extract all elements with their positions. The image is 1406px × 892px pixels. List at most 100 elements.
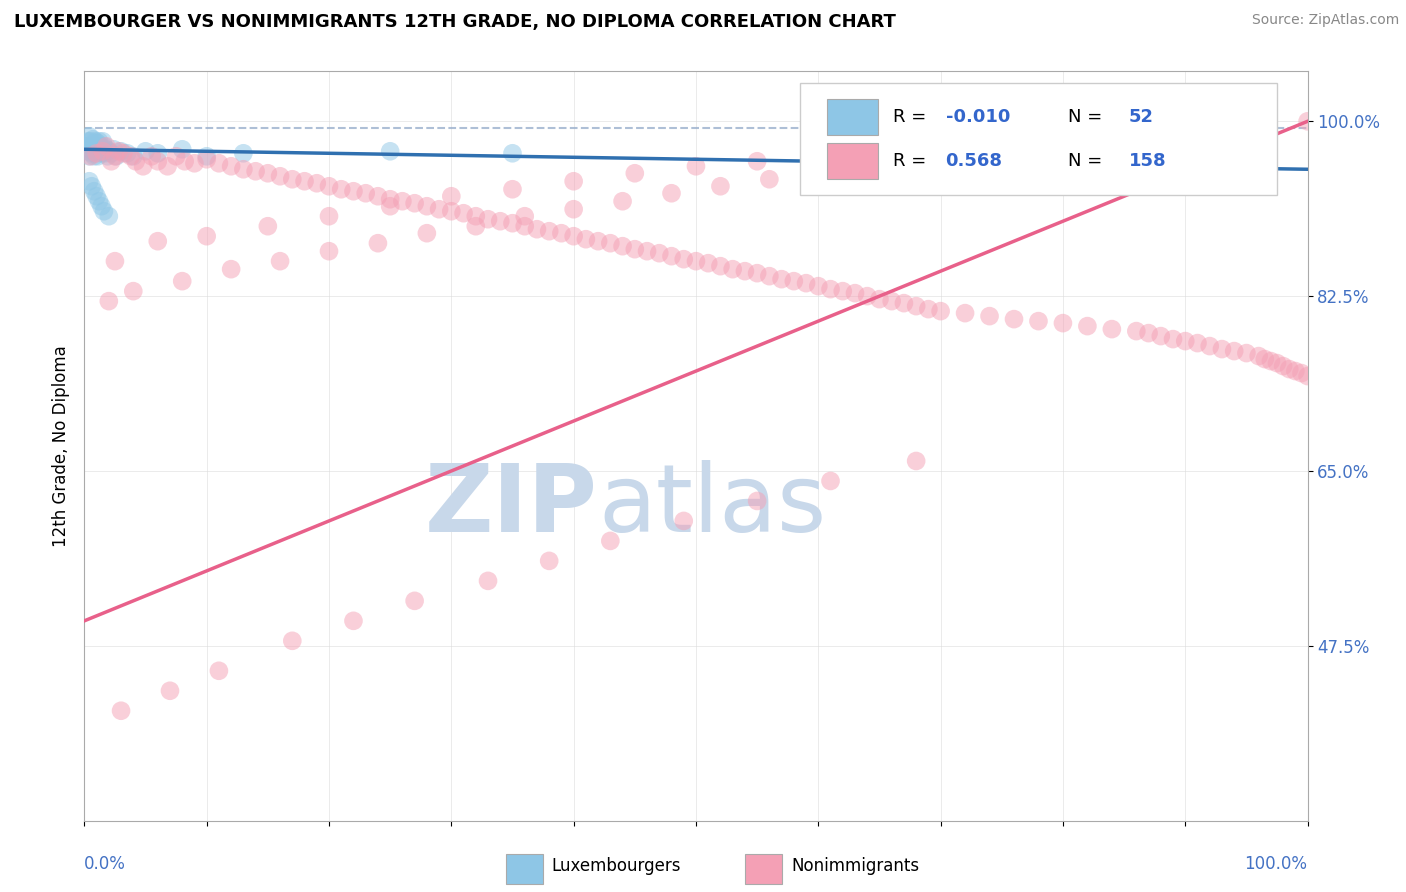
Point xyxy=(807,149,830,163)
Point xyxy=(87,194,110,209)
Point xyxy=(105,149,128,163)
Point xyxy=(82,132,104,146)
Point xyxy=(97,209,120,223)
Point xyxy=(91,134,114,148)
Point xyxy=(159,683,181,698)
Point xyxy=(83,184,105,198)
Point xyxy=(232,146,254,161)
Point xyxy=(76,139,98,153)
Point xyxy=(89,145,111,159)
Point xyxy=(513,209,536,223)
Point xyxy=(156,159,179,173)
Point xyxy=(1265,356,1288,370)
Point xyxy=(380,192,402,206)
Point xyxy=(624,166,647,180)
Point xyxy=(77,129,100,144)
Point xyxy=(783,274,806,288)
Point xyxy=(97,294,120,309)
Point xyxy=(709,259,731,273)
Point xyxy=(87,136,110,151)
Point xyxy=(91,145,114,159)
Point xyxy=(905,153,928,167)
Point xyxy=(269,254,291,268)
Bar xyxy=(827,143,879,178)
Point xyxy=(1161,332,1184,346)
Point xyxy=(477,212,499,227)
Text: R =: R = xyxy=(893,108,932,126)
Point xyxy=(734,264,756,278)
Point xyxy=(195,149,218,163)
Point xyxy=(1296,114,1319,128)
Point xyxy=(79,142,101,156)
Point xyxy=(575,232,598,246)
Point xyxy=(758,172,780,186)
Point xyxy=(1247,349,1270,363)
Point xyxy=(305,176,328,190)
Point xyxy=(1137,326,1160,340)
Point xyxy=(100,146,122,161)
Point xyxy=(685,254,707,268)
Point xyxy=(146,234,169,248)
Point xyxy=(477,574,499,588)
Point xyxy=(1198,339,1220,353)
Point xyxy=(550,226,572,240)
Point xyxy=(586,234,609,248)
Point xyxy=(93,139,115,153)
Text: atlas: atlas xyxy=(598,460,827,552)
Point xyxy=(86,146,108,161)
Point xyxy=(318,209,340,223)
Text: -0.010: -0.010 xyxy=(945,108,1010,126)
Point xyxy=(77,134,100,148)
Point xyxy=(87,142,110,156)
Point xyxy=(132,159,155,173)
Point xyxy=(90,146,112,161)
Point xyxy=(195,153,218,167)
Point xyxy=(869,145,891,159)
Point xyxy=(1198,120,1220,134)
Text: LUXEMBOURGER VS NONIMMIGRANTS 12TH GRADE, NO DIPLOMA CORRELATION CHART: LUXEMBOURGER VS NONIMMIGRANTS 12TH GRADE… xyxy=(14,13,896,31)
Point xyxy=(100,154,122,169)
Point xyxy=(86,142,108,156)
Point xyxy=(953,146,976,161)
Point xyxy=(905,299,928,313)
Point xyxy=(1125,324,1147,338)
Point xyxy=(416,199,439,213)
Point xyxy=(97,149,120,163)
Point xyxy=(208,664,231,678)
Point xyxy=(1284,364,1306,378)
Point xyxy=(103,142,125,156)
Point xyxy=(318,244,340,259)
Point xyxy=(391,194,413,209)
Point xyxy=(172,274,194,288)
Point xyxy=(612,239,634,253)
Point xyxy=(84,134,107,148)
Point xyxy=(146,154,169,169)
Point xyxy=(77,149,100,163)
Point xyxy=(1236,346,1258,360)
Point xyxy=(84,146,107,161)
Text: Luxembourgers: Luxembourgers xyxy=(551,856,681,874)
Point xyxy=(1254,352,1277,367)
Point xyxy=(342,184,364,198)
Y-axis label: 12th Grade, No Diploma: 12th Grade, No Diploma xyxy=(52,345,70,547)
Point xyxy=(90,199,112,213)
Point xyxy=(330,182,353,196)
Point xyxy=(697,256,720,270)
Point xyxy=(489,214,512,228)
Point xyxy=(97,145,120,159)
Point xyxy=(269,169,291,184)
Text: ZIP: ZIP xyxy=(425,460,598,552)
Point xyxy=(464,209,486,223)
Point xyxy=(747,154,769,169)
Point xyxy=(1101,322,1123,336)
Point xyxy=(104,254,127,268)
Point xyxy=(1174,124,1197,138)
Point xyxy=(110,704,132,718)
Text: Nonimmigrants: Nonimmigrants xyxy=(792,856,920,874)
Point xyxy=(141,149,163,163)
Point xyxy=(562,229,585,244)
Text: 158: 158 xyxy=(1129,152,1167,169)
Point xyxy=(115,146,138,161)
Point xyxy=(1052,316,1074,330)
Point xyxy=(807,279,830,293)
